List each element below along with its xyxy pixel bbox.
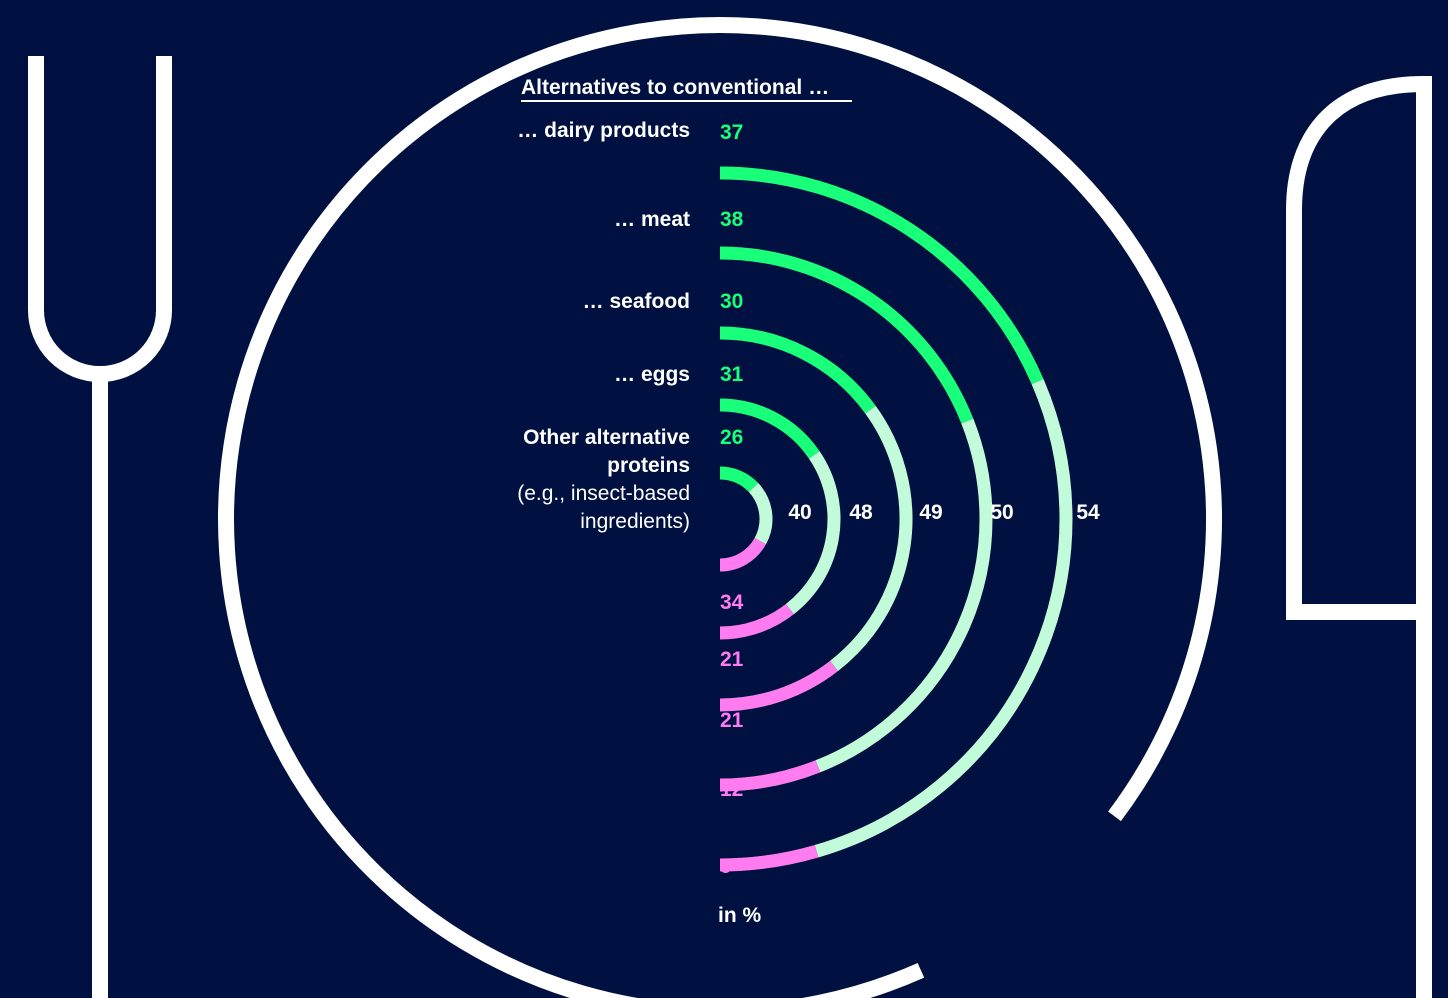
value-top-meat: 38 (720, 208, 744, 231)
chart-title: Alternatives to conventional … (521, 76, 829, 99)
value-total-other: 40 (788, 501, 811, 524)
ring-meat-bottom-segment (719, 760, 821, 792)
ring-dairy-middle-segment (814, 379, 1073, 858)
ring-eggs-top-segment (719, 398, 820, 459)
value-bottom-seafood: 21 (720, 709, 744, 732)
ring-dairy-bottom-segment (719, 845, 819, 872)
ring-other-bottom-segment (719, 537, 767, 572)
value-top-eggs: 31 (720, 363, 744, 386)
ring-seafood-middle-segment (830, 405, 913, 672)
value-bottom-eggs: 21 (720, 648, 744, 671)
ring-eggs-bottom-segment (719, 603, 794, 640)
ring-seafood-top-segment (719, 326, 876, 414)
ring-seafood-bottom-segment (719, 660, 838, 712)
value-bottom-other: 34 (720, 591, 744, 614)
chart-title-suffix: … (808, 76, 829, 99)
row-label-dairy: … dairy products (517, 119, 690, 142)
plate-outline (218, 17, 1222, 998)
row-note-other-line2: ingredients) (580, 510, 690, 533)
row-label-other-line2: proteins (607, 454, 690, 477)
value-total-meat: 50 (990, 501, 1013, 524)
value-top-seafood: 30 (720, 290, 743, 313)
ring-meat-middle-segment (815, 418, 993, 773)
value-label-group: 37 38 30 31 26 54 50 49 48 40 34 21 21 1… (720, 121, 1100, 878)
value-bottom-meat: 12 (720, 778, 743, 801)
ring-other-top-segment (719, 466, 759, 493)
ring-group (719, 166, 1073, 872)
value-total-eggs: 48 (849, 501, 873, 524)
row-label-other-line1: Other alternative (523, 426, 690, 449)
value-total-dairy: 54 (1076, 501, 1100, 524)
fork-icon (28, 56, 172, 998)
row-label-seafood: … seafood (583, 290, 690, 313)
ring-dairy-top-segment (719, 166, 1044, 385)
row-label-eggs: … eggs (614, 363, 690, 386)
value-bottom-dairy: 9 (720, 855, 732, 878)
value-top-dairy: 37 (720, 121, 743, 144)
ring-other-middle-segment (748, 483, 773, 545)
value-top-other: 26 (720, 426, 743, 449)
ring-eggs-middle-segment (785, 451, 841, 615)
row-label-meat: … meat (614, 208, 690, 231)
ring-meat-top-segment (719, 246, 974, 424)
unit-label: in % (718, 904, 761, 927)
value-total-seafood: 49 (919, 501, 942, 524)
knife-icon (1286, 75, 1432, 998)
chart-title-underlined: Alternatives to conventional (521, 76, 802, 99)
row-note-other-line1: (e.g., insect-based (517, 482, 690, 505)
